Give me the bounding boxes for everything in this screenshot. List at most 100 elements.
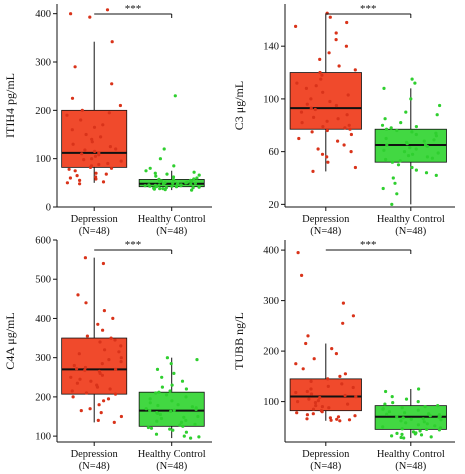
data-point: [341, 301, 345, 305]
y-axis-title: TUBB ng/L: [232, 312, 246, 370]
data-point: [195, 358, 199, 362]
data-point: [154, 391, 158, 395]
data-point: [294, 362, 298, 366]
data-point: [410, 77, 414, 81]
data-point: [405, 142, 409, 146]
data-point: [305, 417, 309, 421]
y-tick-label: 60: [269, 147, 280, 158]
data-point: [385, 412, 389, 416]
data-point: [334, 103, 338, 108]
data-point: [404, 397, 409, 401]
data-point: [327, 51, 331, 55]
data-point: [345, 113, 349, 117]
data-point: [414, 125, 418, 129]
y-tick-label: 140: [263, 42, 279, 53]
data-point: [146, 425, 150, 430]
data-point: [434, 131, 438, 135]
data-point: [408, 146, 412, 150]
data-point: [296, 251, 300, 255]
data-point: [345, 20, 349, 25]
data-point: [168, 389, 172, 393]
y-tick-label: 200: [35, 392, 51, 403]
data-point: [77, 352, 81, 356]
data-point: [143, 184, 147, 188]
data-point: [95, 385, 100, 389]
data-point: [305, 413, 309, 417]
data-point: [83, 365, 87, 370]
data-point: [113, 338, 117, 342]
data-point: [184, 387, 188, 391]
data-point: [336, 139, 340, 143]
data-point: [104, 172, 108, 176]
y-tick-label: 400: [263, 246, 279, 257]
data-point: [299, 110, 304, 114]
y-tick-label: 100: [35, 432, 51, 443]
data-point: [119, 344, 123, 348]
data-point: [347, 123, 351, 127]
data-point: [79, 118, 83, 122]
category-n-label: (N=48): [156, 226, 188, 237]
data-point: [312, 115, 316, 119]
data-point: [195, 176, 199, 180]
data-point: [395, 415, 399, 419]
data-point: [307, 397, 311, 401]
data-point: [328, 15, 332, 19]
category-n-label: (N=48): [310, 461, 342, 472]
data-point: [156, 411, 160, 415]
data-point: [76, 293, 80, 297]
data-point: [437, 428, 441, 432]
data-point: [320, 410, 324, 414]
data-point: [88, 407, 92, 411]
data-point: [189, 179, 193, 183]
data-point: [78, 178, 82, 182]
data-point: [92, 125, 97, 129]
data-point: [343, 393, 347, 398]
data-point: [101, 328, 105, 332]
y-tick-label: 300: [35, 58, 51, 69]
chart-panel-3: 100 200 300 400 500 600 C4A μg/mL *** Depression…: [3, 236, 212, 472]
data-point: [94, 177, 98, 181]
data-point: [313, 107, 317, 112]
data-point: [383, 402, 387, 406]
data-point: [418, 429, 422, 433]
data-point: [316, 147, 320, 151]
data-point: [84, 132, 88, 137]
data-point: [411, 152, 415, 156]
data-point: [395, 431, 399, 435]
data-point: [309, 106, 313, 110]
data-point: [341, 321, 345, 325]
data-point: [306, 334, 310, 338]
data-point: [422, 420, 426, 424]
data-point: [184, 418, 188, 422]
data-point: [396, 163, 401, 167]
data-point: [100, 373, 104, 377]
data-point: [97, 153, 101, 157]
data-point: [109, 336, 113, 340]
y-tick-label: 600: [35, 236, 51, 247]
box-depression: [61, 109, 128, 168]
data-point: [153, 171, 157, 175]
box-depression: [289, 378, 362, 412]
data-point: [189, 182, 193, 186]
data-point: [171, 181, 175, 185]
data-point: [353, 165, 357, 170]
data-point: [82, 158, 86, 162]
data-point: [399, 435, 403, 440]
data-point: [351, 385, 355, 390]
y-tick-label: 100: [35, 154, 51, 165]
data-point: [425, 422, 429, 426]
data-point: [318, 396, 322, 400]
data-point: [410, 130, 414, 134]
data-point: [300, 273, 304, 277]
data-point: [346, 402, 350, 406]
data-point: [85, 334, 89, 338]
data-point: [175, 182, 179, 186]
data-point: [351, 314, 355, 318]
data-point: [108, 145, 112, 149]
category-label: Healthy Control: [377, 449, 445, 460]
data-point: [314, 404, 318, 408]
data-point: [395, 192, 399, 196]
data-point: [68, 176, 72, 180]
data-point: [99, 135, 103, 139]
